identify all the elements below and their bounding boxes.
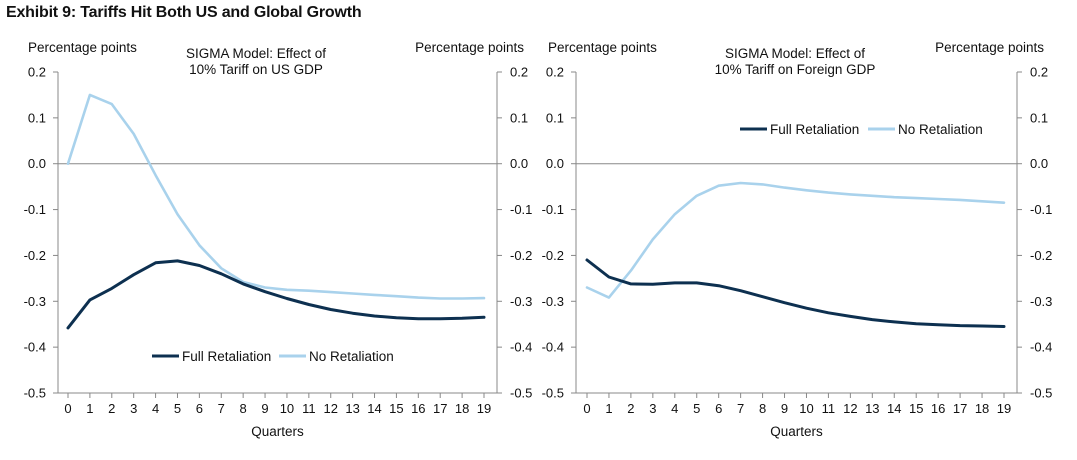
chart1-title-line: 10% Tariff on US GDP — [189, 62, 323, 77]
chart1-xtick-label: 10 — [280, 401, 294, 416]
chart2-ytick-label-left: 0.0 — [546, 156, 564, 171]
chart1-legend-label-full-retaliation: Full Retaliation — [182, 349, 271, 364]
chart1-xtick-label: 13 — [345, 401, 359, 416]
chart1-xtick-label: 7 — [218, 401, 225, 416]
chart2-ytick-label-right: -0.3 — [1030, 294, 1052, 309]
chart1-legend-label-no-retaliation: No Retaliation — [309, 349, 394, 364]
chart2-ytick-label-right: 0.2 — [1030, 65, 1048, 80]
chart2-ytick-label-left: 0.1 — [546, 110, 564, 125]
chart1-ytick-label-right: -0.4 — [510, 340, 532, 355]
exhibit-title: Exhibit 9: Tariffs Hit Both US and Globa… — [6, 4, 362, 21]
chart2-series-full-retaliation — [585, 258, 1006, 328]
chart1-xtick-label: 1 — [86, 401, 93, 416]
chart1-ytick-label-right: 0.2 — [510, 65, 528, 80]
chart1-x-axis-label: Quarters — [251, 424, 304, 439]
chart1-right-axis-label: Percentage points — [415, 40, 524, 55]
chart2-ytick-label-right: -0.2 — [1030, 248, 1052, 263]
chart1-series-no-retaliation — [66, 93, 486, 300]
chart2-xtick-label: 17 — [953, 401, 967, 416]
chart2-xtick-label: 2 — [627, 401, 634, 416]
chart2-ytick-label-left: -0.5 — [542, 386, 564, 401]
chart2-xtick-label: 12 — [843, 401, 857, 416]
chart2-right-axis-label: Percentage points — [935, 40, 1044, 55]
chart1-xtick-label: 11 — [302, 401, 316, 416]
chart1-xtick-label: 17 — [433, 401, 447, 416]
chart1-ytick-label-right: 0.1 — [510, 110, 528, 125]
chart2-ytick-label-right: 0.1 — [1030, 110, 1048, 125]
chart2-xtick-label: 7 — [737, 401, 744, 416]
chart1-title-line: SIGMA Model: Effect of — [186, 46, 326, 61]
chart1-ytick-label-right: -0.1 — [510, 202, 532, 217]
chart2-ytick-label-left: 0.2 — [546, 65, 564, 80]
chart1-ytick-label-left: -0.4 — [24, 340, 46, 355]
chart2-xtick-label: 3 — [649, 401, 656, 416]
chart1-ytick-label-right: -0.5 — [510, 386, 532, 401]
chart1-xtick-label: 18 — [455, 401, 469, 416]
chart2-xtick-label: 9 — [781, 401, 788, 416]
chart2-xtick-label: 13 — [865, 401, 879, 416]
chart1-ytick-label-left: -0.5 — [24, 386, 46, 401]
chart2-xtick-label: 1 — [605, 401, 612, 416]
chart2-xtick-label: 10 — [799, 401, 813, 416]
chart2-xtick-label: 0 — [583, 401, 590, 416]
chart2-xtick-label: 18 — [975, 401, 989, 416]
chart2-xtick-label: 16 — [931, 401, 945, 416]
chart1-xtick-label: 9 — [261, 401, 268, 416]
chart1-ytick-label-left: 0.2 — [28, 65, 46, 80]
chart2-title-line: SIGMA Model: Effect of — [725, 46, 865, 61]
chart1-ytick-label-left: -0.2 — [24, 248, 46, 263]
chart2-series-no-retaliation — [585, 181, 1006, 299]
chart1-xtick-label: 12 — [324, 401, 338, 416]
chart1-series-full-retaliation — [66, 259, 486, 330]
chart2-legend-label-full-retaliation: Full Retaliation — [770, 122, 859, 137]
chart2-xtick-label: 15 — [909, 401, 923, 416]
chart2-ytick-label-right: -0.4 — [1030, 340, 1052, 355]
chart1-ytick-label-right: -0.2 — [510, 248, 532, 263]
chart1-xtick-label: 2 — [108, 401, 115, 416]
chart1-left-axis-label: Percentage points — [28, 40, 137, 55]
chart2-xtick-label: 5 — [693, 401, 700, 416]
chart2-x-axis-label: Quarters — [770, 424, 823, 439]
chart2-left-axis-label: Percentage points — [548, 40, 657, 55]
chart2-ytick-label-right: -0.5 — [1030, 386, 1052, 401]
chart2-xtick-label: 19 — [997, 401, 1011, 416]
chart2-legend-label-no-retaliation: No Retaliation — [898, 122, 983, 137]
chart2-ytick-label-right: 0.0 — [1030, 156, 1048, 171]
chart1-xtick-label: 6 — [196, 401, 203, 416]
chart2-title-line: 10% Tariff on Foreign GDP — [715, 62, 876, 77]
chart1-ytick-label-right: 0.0 — [510, 156, 528, 171]
chart1-xtick-label: 4 — [152, 401, 159, 416]
chart1-xtick-label: 3 — [130, 401, 137, 416]
chart2-ytick-label-left: -0.4 — [542, 340, 564, 355]
chart2-xtick-label: 8 — [759, 401, 766, 416]
chart1-xtick-label: 14 — [367, 401, 381, 416]
chart1-ytick-label-left: -0.1 — [24, 202, 46, 217]
chart2-ytick-label-left: -0.1 — [542, 202, 564, 217]
chart1-xtick-label: 15 — [389, 401, 403, 416]
chart1-ytick-label-right: -0.3 — [510, 294, 532, 309]
chart2-ytick-label-left: -0.2 — [542, 248, 564, 263]
chart2-xtick-label: 4 — [671, 401, 678, 416]
chart1-ytick-label-left: -0.3 — [24, 294, 46, 309]
chart1-xtick-label: 0 — [64, 401, 71, 416]
chart2-xtick-label: 6 — [715, 401, 722, 416]
chart1-xtick-label: 19 — [477, 401, 491, 416]
chart2-xtick-label: 14 — [887, 401, 901, 416]
chart1-xtick-label: 5 — [174, 401, 181, 416]
chart1-ytick-label-left: 0.0 — [28, 156, 46, 171]
chart2-ytick-label-left: -0.3 — [542, 294, 564, 309]
chart2-ytick-label-right: -0.1 — [1030, 202, 1052, 217]
chart1-xtick-label: 16 — [411, 401, 425, 416]
chart1-ytick-label-left: 0.1 — [28, 110, 46, 125]
chart2-xtick-label: 11 — [822, 401, 836, 416]
chart1-xtick-label: 8 — [240, 401, 247, 416]
